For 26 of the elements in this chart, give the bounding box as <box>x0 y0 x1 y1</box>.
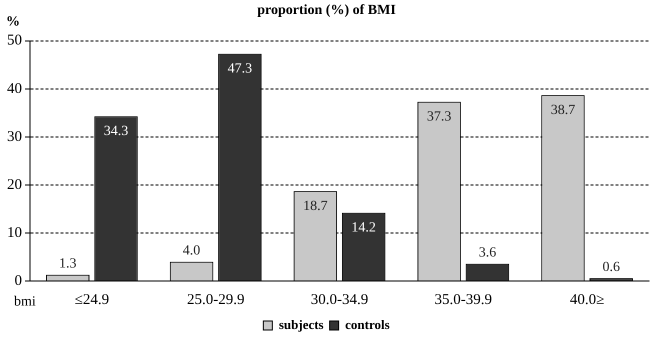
data-label: 18.7 <box>303 198 328 214</box>
y-tick-label: 10 <box>7 224 22 241</box>
data-label: 14.2 <box>351 220 376 236</box>
y-tick-label: 0 <box>14 272 22 289</box>
x-tick-label: 30.0-34.9 <box>310 292 368 308</box>
data-label: 1.3 <box>59 256 77 272</box>
legend-label: subjects <box>278 316 324 332</box>
data-label: 4.0 <box>182 243 200 258</box>
x-tick-label: 25.0-29.9 <box>186 292 244 308</box>
data-label: 34.3 <box>104 124 128 139</box>
x-tick-label: ≤24.9 <box>74 292 110 308</box>
x-axis-title: bmi <box>14 294 36 310</box>
y-tick-label: 40 <box>7 80 22 97</box>
x-tick-label: 40.0≥ <box>570 292 604 308</box>
y-tick-label: 20 <box>7 176 22 193</box>
y-tick-label: 50 <box>7 32 22 49</box>
y-axis-title: % <box>6 14 20 30</box>
data-label: 47.3 <box>228 61 252 76</box>
data-label: 38.7 <box>550 102 576 118</box>
chart-title: proportion (%) of BMI <box>257 3 396 18</box>
data-label: 37.3 <box>426 109 452 124</box>
data-label: 3.6 <box>478 245 496 260</box>
y-tick-label: 30 <box>7 128 22 145</box>
legend-label: controls <box>345 316 390 332</box>
data-label: 0.6 <box>602 260 620 275</box>
x-tick-label: 35.0-39.9 <box>434 292 492 308</box>
